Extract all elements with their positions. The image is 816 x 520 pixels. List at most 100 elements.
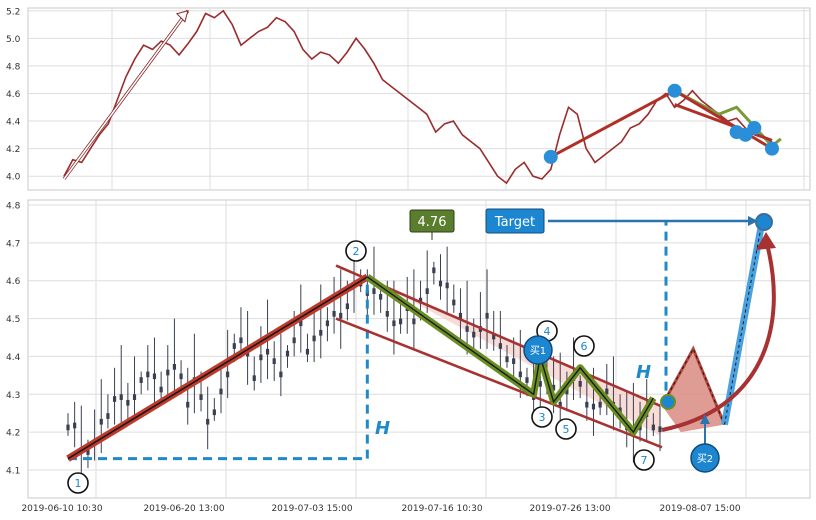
- point-2-circle: [345, 240, 367, 262]
- candle-body: [512, 358, 516, 364]
- forecast-zig-line: [660, 345, 726, 426]
- candle-body: [651, 424, 655, 431]
- candle-body: [99, 418, 103, 425]
- candle-body: [265, 348, 270, 355]
- overview-marker: [747, 120, 762, 135]
- candle-body: [605, 388, 609, 395]
- main-x-tick-label: 2019-06-10 10:30: [21, 504, 102, 514]
- main-panel: 4.1 4.2 4.3 4.4 4.5 4.6 4.7 4.8 2019-06-10 10:30…: [6, 199, 811, 514]
- curved-projection-arrow: [661, 239, 776, 432]
- candle-body: [179, 373, 183, 380]
- candle-body: [272, 358, 276, 364]
- candle-body: [525, 377, 529, 383]
- candle-body: [66, 424, 70, 431]
- main-y-tick-label: 4.7: [6, 239, 20, 249]
- point-5-label: 5: [563, 423, 570, 436]
- candle-body: [299, 320, 303, 327]
- candle-body: [112, 396, 117, 402]
- candle-body: [379, 293, 383, 300]
- buy2-marker: [690, 443, 720, 473]
- candle-body: [212, 409, 216, 416]
- candle-body: [199, 394, 203, 400]
- candle-body: [492, 333, 496, 340]
- overview-y-tick-label: 4.2: [6, 145, 20, 155]
- overview-price-line: [63, 9, 773, 185]
- point-7-label: 7: [641, 454, 648, 467]
- target-line-head: [748, 216, 758, 226]
- candle-body: [658, 426, 662, 433]
- candle-body: [232, 343, 236, 349]
- overview-y-tick-label: 5.0: [6, 35, 21, 45]
- point-4-label: 4: [544, 325, 551, 338]
- candle-body: [292, 337, 296, 344]
- candle-body: [538, 381, 542, 387]
- candle-body: [385, 311, 389, 317]
- candle-body: [465, 326, 469, 332]
- overview-arrow-shaft: [63, 10, 189, 180]
- candle-body: [398, 318, 403, 325]
- overview-marker: [667, 83, 682, 98]
- candle-body: [618, 407, 622, 414]
- target-label-box: [485, 208, 545, 234]
- overview-trend-line: [550, 89, 676, 159]
- candle-body: [119, 394, 123, 400]
- main-x-tick-label: 2019-07-16 10:30: [401, 504, 482, 514]
- candle-body: [458, 312, 463, 319]
- overview-marker: [765, 141, 779, 156]
- candle-body: [279, 371, 283, 378]
- candle-body: [452, 299, 456, 306]
- up-leg-core-line: [67, 276, 368, 460]
- target-rise-core-line: [724, 221, 763, 425]
- main-x-tick-label: 2019-07-26 13:00: [529, 504, 610, 514]
- candle-body: [259, 354, 263, 361]
- buy2-label: 买2: [697, 453, 713, 465]
- overview-y-tick-label: 5.2: [6, 7, 20, 17]
- overview-y-tick-label: 4.6: [6, 90, 21, 100]
- point-3-label: 3: [539, 411, 546, 424]
- point-6-label: 6: [581, 340, 588, 353]
- candle-body: [332, 311, 336, 317]
- overview-y-tick-label: 4.8: [6, 62, 21, 72]
- point-2-label: 2: [353, 245, 360, 258]
- point-5-circle: [555, 418, 577, 440]
- candle-body: [126, 399, 130, 406]
- candle-body: [591, 403, 596, 410]
- candle-body: [339, 312, 343, 319]
- breakout-marker: [660, 393, 676, 410]
- candle-body: [392, 320, 396, 327]
- candle-body: [132, 394, 137, 400]
- overview-panel: 4.0 4.2 4.4 4.6 4.8 5.0 5.2: [6, 7, 811, 191]
- candle-body: [285, 350, 290, 357]
- candle-body: [73, 422, 77, 429]
- curved-arrow-head: [756, 232, 776, 250]
- main-y-tick-label: 4.3: [6, 391, 20, 401]
- overview-marker: [543, 149, 558, 164]
- candle-body: [146, 371, 150, 378]
- candle-body: [412, 318, 416, 325]
- candle-body: [445, 282, 449, 289]
- buy1-marker: [523, 335, 553, 365]
- candle-body: [578, 381, 582, 387]
- candle-body: [252, 375, 256, 382]
- point-3-circle: [531, 406, 553, 428]
- candle-body: [226, 371, 230, 378]
- main-y-tick-label: 4.4: [6, 353, 21, 363]
- buy1-label: 买1: [530, 345, 546, 357]
- candle-body: [305, 348, 310, 355]
- zigzag-core-line: [366, 276, 654, 434]
- candle-body: [345, 303, 349, 310]
- main-frame: [27, 199, 811, 499]
- overview-y-tick-label: 4.0: [6, 173, 21, 183]
- buy2-arrow-head: [700, 414, 710, 424]
- main-y-tick-label: 4.5: [6, 315, 20, 325]
- candle-body: [325, 320, 330, 327]
- candle-body: [312, 335, 316, 342]
- candle-body: [518, 371, 522, 378]
- candle-body: [485, 312, 489, 319]
- main-x-tick-label: 2019-06-20 13:00: [143, 504, 224, 514]
- main-y-tick-label: 4.8: [6, 202, 21, 212]
- point-6-circle: [573, 335, 595, 357]
- main-x-tick-label: 2019-08-07 15:00: [659, 504, 740, 514]
- candle-body: [139, 377, 143, 383]
